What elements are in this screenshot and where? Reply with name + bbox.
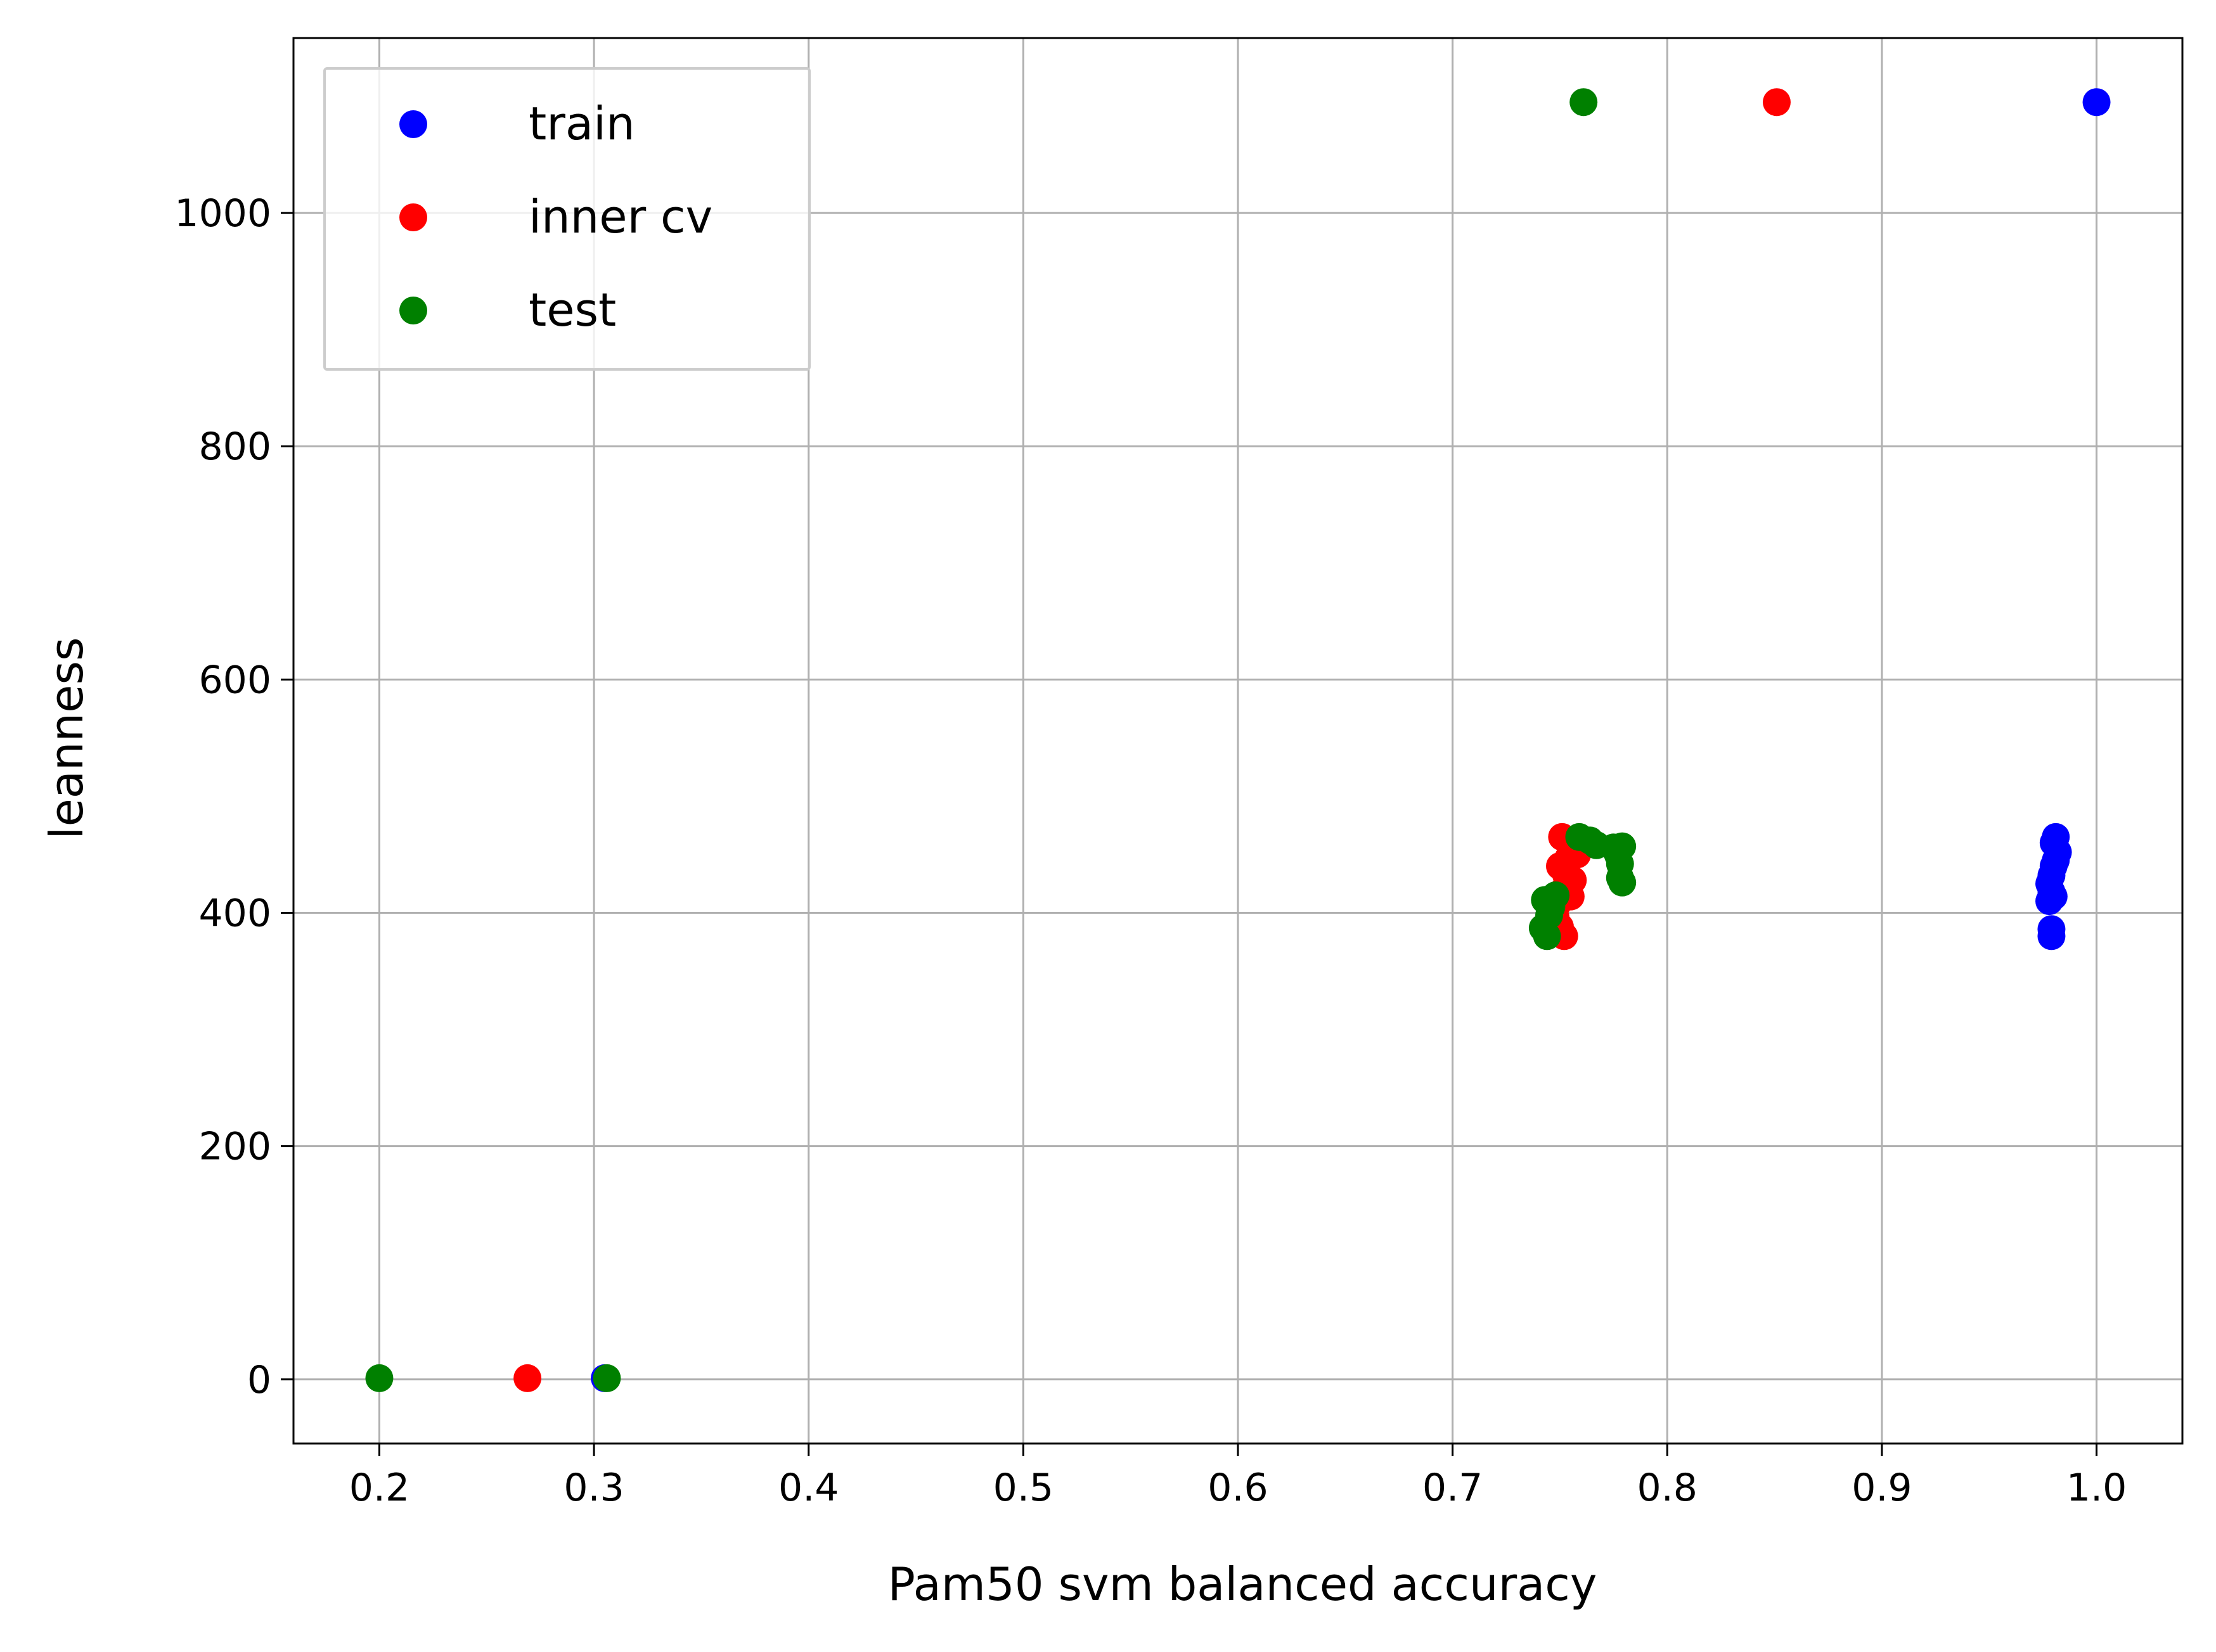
data-point xyxy=(1762,88,1791,117)
y-tick-label: 800 xyxy=(198,425,271,469)
y-tick-label: 400 xyxy=(198,891,271,935)
y-tick-label: 600 xyxy=(198,658,271,702)
series-test xyxy=(365,88,1637,1392)
data-point xyxy=(1608,868,1637,897)
legend-box xyxy=(323,67,811,371)
y-axis-ticks: 0 200 400 600 800 1000 xyxy=(174,191,293,1402)
data-point xyxy=(2037,922,2066,951)
legend: train inner cv test xyxy=(323,67,811,371)
data-point xyxy=(1569,88,1598,117)
x-tick-label: 0.8 xyxy=(1637,1466,1697,1510)
data-point xyxy=(365,1364,394,1392)
data-points xyxy=(365,88,2111,1392)
data-point xyxy=(2035,887,2064,916)
x-tick-label: 1.0 xyxy=(2066,1466,2127,1510)
x-tick-label: 0.5 xyxy=(993,1466,1053,1510)
x-axis-label: Pam50 svm balanced accuracy xyxy=(888,1558,1597,1611)
legend-label: train xyxy=(529,97,635,150)
x-tick-label: 0.4 xyxy=(778,1466,839,1510)
x-axis-ticks: 0.2 0.3 0.4 0.5 0.6 0.7 0.8 0.9 1.0 xyxy=(349,1444,2127,1510)
x-tick-label: 0.3 xyxy=(564,1466,624,1510)
legend-label: inner cv xyxy=(529,190,712,243)
y-tick-label: 0 xyxy=(247,1358,271,1402)
data-point xyxy=(593,1364,621,1392)
legend-marker xyxy=(399,110,427,138)
data-point xyxy=(513,1364,542,1392)
x-tick-label: 0.7 xyxy=(1422,1466,1483,1510)
x-tick-label: 0.9 xyxy=(1852,1466,1912,1510)
legend-marker xyxy=(399,297,427,324)
legend-marker xyxy=(399,203,427,231)
y-tick-label: 1000 xyxy=(174,191,271,236)
legend-label: test xyxy=(529,283,616,336)
data-point xyxy=(2082,88,2111,117)
x-tick-label: 0.6 xyxy=(1208,1466,1268,1510)
y-axis-label: leanness xyxy=(40,637,93,839)
y-tick-label: 200 xyxy=(198,1125,271,1169)
data-point xyxy=(1533,922,1561,951)
x-tick-label: 0.2 xyxy=(349,1466,409,1510)
